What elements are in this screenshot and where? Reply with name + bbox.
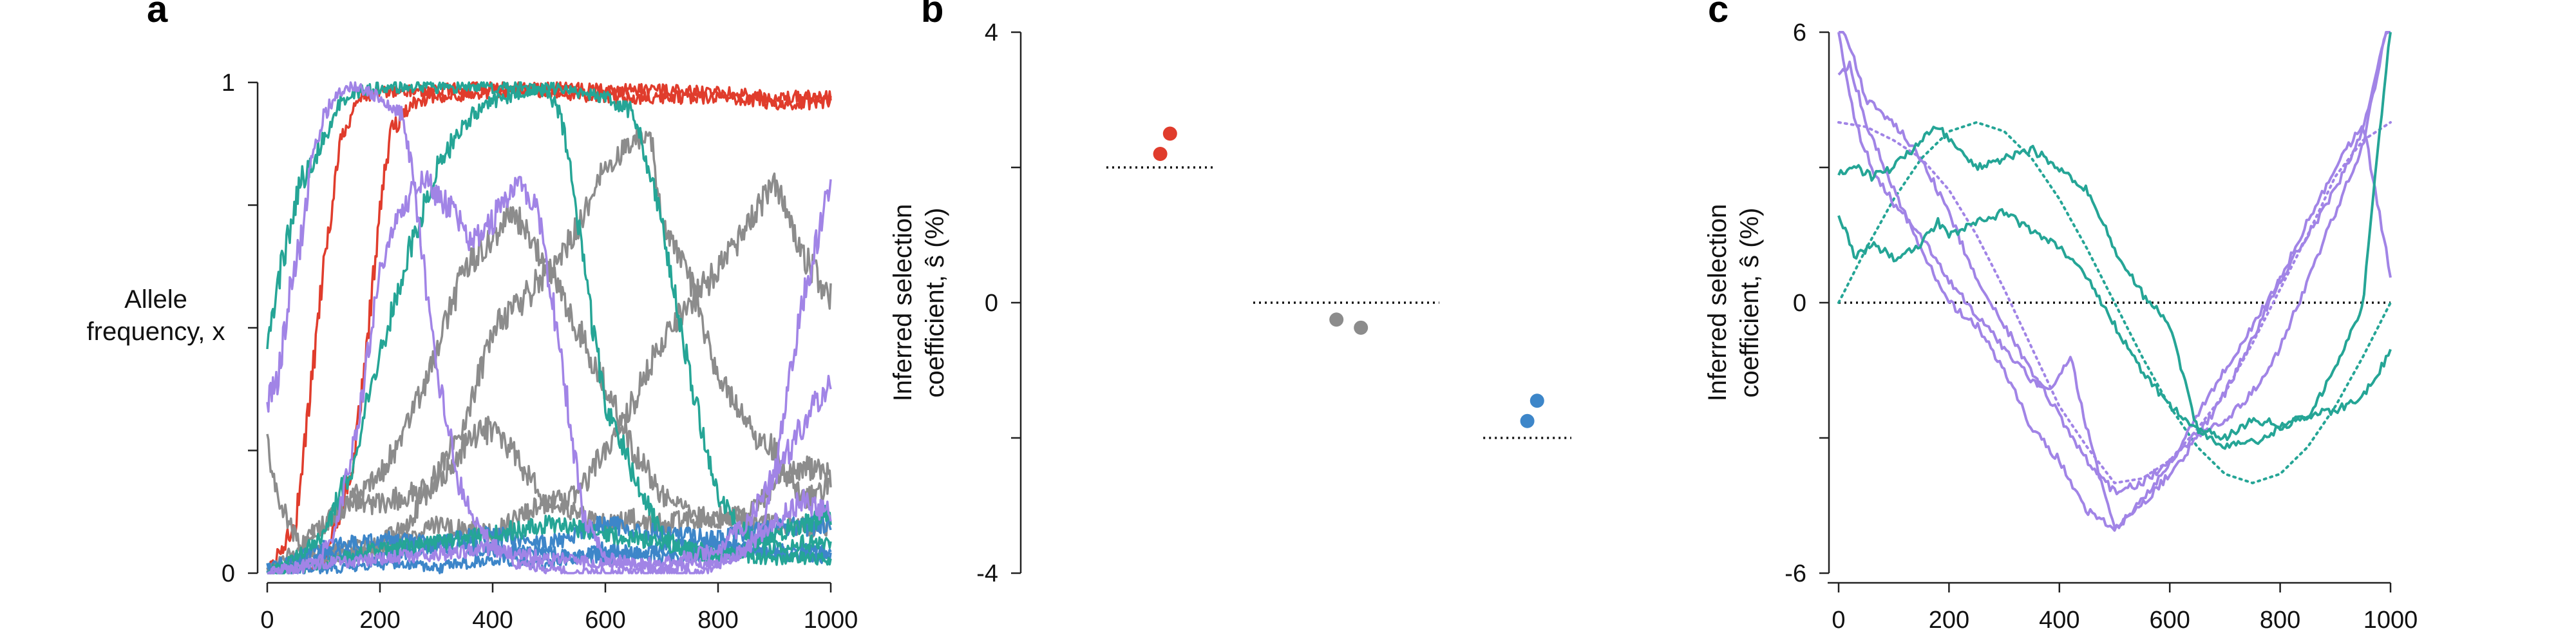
panel-a-ylabel-line1: Allele	[124, 285, 187, 314]
panel-c-series-teal	[1837, 32, 2392, 450]
panel-b-point-red	[1162, 126, 1177, 141]
panel-b-y-tick-label: -4	[976, 560, 998, 587]
panel-c-x-tick-label: 400	[2039, 607, 2079, 634]
panel-a-plot: a Allele frequency, x 0 200 400 600 800 1000 …	[87, 0, 858, 634]
panel-c-x-tick-label: 600	[2149, 607, 2190, 634]
panel-c-series-purple	[1839, 31, 2391, 496]
panel-c-label: c	[1708, 0, 1728, 30]
panel-b-y-tick-label: 4	[985, 19, 998, 46]
panel-a-label: a	[147, 0, 168, 30]
panel-a-x-tick-label: 0	[260, 607, 274, 634]
panel-c-y-tick-label: 0	[1793, 290, 1806, 317]
panel-c-x-tick-label: 1000	[2363, 607, 2418, 634]
panel-a-ylabel-line2: frequency, x	[87, 317, 225, 346]
panel-c-true-curve-teal	[1837, 120, 2392, 485]
panel-c-plot: c Inferred selection coefficient, ŝ (%) …	[1703, 0, 2418, 634]
panel-c-y-tick-label: 6	[1793, 19, 1806, 46]
panel-a-x-tick-label: 200	[359, 607, 400, 634]
panel-c-y-tick-label: -6	[1785, 560, 1806, 587]
panel-c-series-teal	[1837, 208, 2392, 441]
panel-c-ylabel-line2: coefficient, ŝ (%)	[1736, 208, 1764, 398]
panel-a-series-gray	[266, 200, 832, 574]
panel-a-x-tick-label: 600	[585, 607, 625, 634]
panel-c-x-tick-label: 0	[1832, 607, 1845, 634]
panel-a-x-tick-label: 800	[697, 607, 738, 634]
panel-c-x-tick-label: 200	[1929, 607, 1969, 634]
panel-b-ylabel-line1: Inferred selection	[889, 204, 917, 402]
panel-c-true-curve-purple	[1837, 121, 2392, 485]
panel-c-ylabel-line1: Inferred selection	[1703, 204, 1732, 402]
panel-b-label: b	[921, 0, 943, 30]
panel-b-ylabel-line2: coefficient, ŝ (%)	[921, 208, 949, 398]
panel-b-point-gray	[1329, 312, 1344, 327]
panel-b-y-tick-label: 0	[985, 290, 998, 317]
panel-a-x-tick-label: 1000	[804, 607, 858, 634]
panel-a-series-purple	[267, 375, 832, 574]
panel-c-series-purple	[1837, 61, 2392, 532]
panel-b-plot: b Inferred selection coefficient, ŝ (%) …	[889, 0, 1571, 587]
panel-b-point-blue	[1530, 393, 1544, 408]
panel-a-y-tick-label: 0	[222, 560, 235, 587]
panel-a-series-blue	[267, 541, 832, 574]
panel-a-series-purple	[267, 170, 832, 574]
panel-a-x-tick-label: 400	[472, 607, 513, 634]
panel-c-x-tick-label: 800	[2260, 607, 2300, 634]
panel-c-series-purple	[1837, 31, 2391, 528]
panel-b-point-blue	[1520, 413, 1535, 428]
panel-a-series-gray	[266, 172, 832, 554]
panel-b-point-gray	[1354, 320, 1368, 335]
panel-a-y-tick-label: 1	[222, 70, 235, 97]
panel-b-point-red	[1153, 147, 1168, 161]
